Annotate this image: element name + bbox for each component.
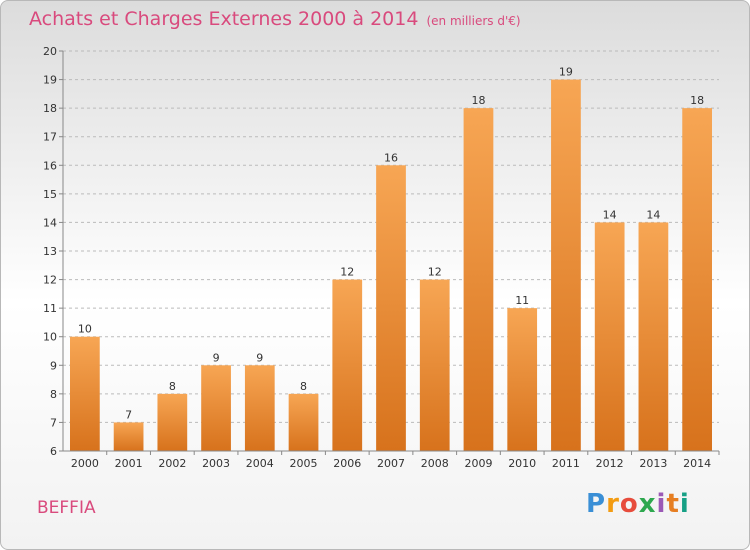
bar-value-label: 14: [646, 208, 660, 221]
proxiti-logo: Proxiti: [586, 489, 690, 519]
y-tick-label: 11: [43, 302, 57, 315]
bar: [69, 336, 100, 451]
x-tick-label: 2007: [377, 457, 405, 470]
bar-value-label: 9: [256, 351, 263, 364]
y-tick-label: 20: [43, 45, 57, 58]
y-tick-label: 18: [43, 102, 57, 115]
city-name: BEFFIA: [37, 498, 96, 518]
y-tick-label: 12: [43, 274, 57, 287]
bar: [463, 108, 494, 452]
logo-letter: i: [679, 489, 690, 519]
y-tick-label: 16: [43, 159, 57, 172]
bar: [551, 79, 581, 452]
x-tick-label: 2010: [508, 457, 536, 470]
bar: [332, 279, 363, 451]
bar: [244, 365, 275, 451]
y-tick-label: 9: [50, 359, 57, 372]
bar-value-label: 12: [340, 266, 354, 279]
logo-letter: i: [656, 489, 667, 519]
bar-value-label: 14: [603, 208, 617, 221]
bar: [419, 279, 450, 451]
bar-value-label: 8: [169, 380, 176, 393]
bars: 10 7 8 9 9 8 12 16 12 18 11 19 14 14 18: [69, 66, 713, 452]
logo-letter: x: [638, 489, 657, 519]
bar-value-label: 18: [471, 94, 485, 107]
bar: [507, 308, 538, 451]
bar: [682, 108, 713, 452]
bar: [638, 222, 669, 451]
logo-letter: t: [666, 489, 680, 519]
x-tick-label: 2003: [202, 457, 230, 470]
bar-value-label: 12: [428, 266, 442, 279]
chart-title: Achats et Charges Externes 2000 à 2014 (e…: [29, 8, 521, 30]
logo-letter: P: [586, 489, 607, 519]
y-tick-label: 17: [43, 131, 57, 144]
x-tick-label: 2014: [683, 457, 711, 470]
y-tick-label: 10: [43, 331, 57, 344]
axes: 6 7 8 9 10 11 12 13 14 15 16 17 18 19 20 2000 2001 2002 20…: [43, 45, 720, 470]
y-tick-label: 6: [50, 445, 57, 458]
bar: [201, 365, 231, 451]
bar-value-label: 9: [213, 351, 220, 364]
x-tick-label: 2001: [115, 457, 143, 470]
y-tick-label: 13: [43, 245, 57, 258]
bar: [157, 393, 188, 451]
y-tick-label: 19: [43, 74, 57, 87]
bar-value-label: 16: [384, 151, 398, 164]
x-tick-label: 2005: [290, 457, 318, 470]
y-tick-label: 8: [50, 388, 57, 401]
bar-chart: 10 7 8 9 9 8 12 16 12 18 11 19 14 14 18 6 7 8 9 10 11 12 13 14…: [43, 45, 720, 470]
x-tick-label: 2006: [333, 457, 361, 470]
bar-value-label: 10: [78, 323, 92, 336]
unit-label: (en milliers d'€): [426, 14, 521, 28]
bar: [288, 393, 319, 451]
x-tick-label: 2004: [246, 457, 274, 470]
title-text: Achats et Charges Externes 2000 à 2014: [29, 8, 419, 30]
x-tick-label: 2012: [596, 457, 624, 470]
logo-letter: o: [619, 489, 639, 519]
x-tick-label: 2002: [158, 457, 186, 470]
y-tick-label: 7: [50, 416, 57, 429]
bar-value-label: 7: [125, 408, 132, 421]
bar-value-label: 18: [690, 94, 704, 107]
x-tick-label: 2009: [464, 457, 492, 470]
x-tick-label: 2000: [71, 457, 99, 470]
logo-letter: r: [606, 489, 620, 519]
x-tick-label: 2011: [552, 457, 580, 470]
bar: [594, 222, 625, 451]
bar: [376, 165, 406, 452]
bar-value-label: 8: [300, 380, 307, 393]
x-tick-label: 2008: [421, 457, 449, 470]
y-tick-label: 14: [43, 216, 57, 229]
bar-value-label: 11: [515, 294, 529, 307]
bar-value-label: 19: [559, 66, 573, 79]
y-tick-label: 15: [43, 188, 57, 201]
x-tick-label: 2013: [639, 457, 667, 470]
bar: [113, 422, 144, 451]
